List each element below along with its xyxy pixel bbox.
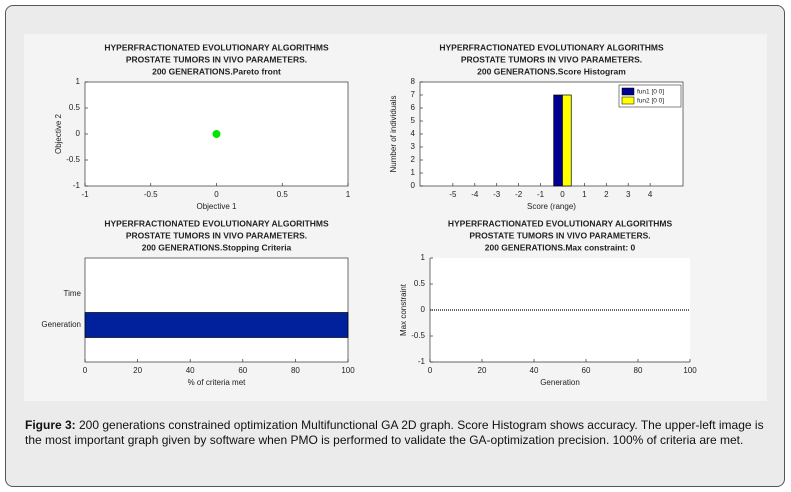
x-axis-label: Score (range) xyxy=(527,202,576,211)
x-tick-label: 3 xyxy=(626,190,631,199)
chart-title: 200 GENERATIONS.Score Histogram xyxy=(477,66,626,76)
x-tick-label: -1 xyxy=(537,190,545,199)
y-tick-label: 5 xyxy=(411,116,416,125)
y-tick-label: 8 xyxy=(411,77,416,86)
y-tick-label: Time xyxy=(64,289,82,298)
bar xyxy=(553,94,563,187)
y-axis-label: Max constraint xyxy=(399,283,408,336)
chart-title: 200 GENERATIONS.Max constraint: 0 xyxy=(485,242,636,252)
chart-title: 200 GENERATIONS.Pareto front xyxy=(152,66,281,76)
y-tick-label: Generation xyxy=(41,320,81,329)
x-tick-label: 0 xyxy=(83,366,88,375)
x-tick-label: -5 xyxy=(449,190,457,199)
point xyxy=(212,130,221,138)
x-tick-label: 60 xyxy=(238,366,247,375)
y-axis-label: Objective 2 xyxy=(54,113,63,154)
y-axis-label: Number of individuals xyxy=(389,96,398,173)
x-tick-label: -0.5 xyxy=(144,190,158,199)
plot-area xyxy=(84,257,349,363)
x-tick-label: -1 xyxy=(81,190,89,199)
x-tick-label: -4 xyxy=(471,190,479,199)
y-tick-label: -0.5 xyxy=(66,155,80,164)
y-tick-label: -1 xyxy=(73,181,81,190)
bar xyxy=(84,312,349,338)
x-tick-label: 2 xyxy=(604,190,609,199)
y-tick-label: 2 xyxy=(411,155,416,164)
x-axis-label: Objective 1 xyxy=(196,202,237,211)
chart-title: HYPERFRACTIONATED EVOLUTIONARY ALGORITHM… xyxy=(448,218,673,228)
x-tick-label: 80 xyxy=(634,366,643,375)
y-tick-label: 1 xyxy=(76,77,81,86)
y-tick-label: 1 xyxy=(411,168,416,177)
legend-label: fun2 [0 0] xyxy=(637,98,664,105)
chart-title: PROSTATE TUMORS IN VIVO PARAMETERS. xyxy=(469,230,650,240)
y-tick-label: 6 xyxy=(411,103,416,112)
x-tick-label: 0 xyxy=(560,190,565,199)
y-tick-label: 3 xyxy=(411,142,416,151)
x-tick-label: 1 xyxy=(346,190,351,199)
x-tick-label: 80 xyxy=(291,366,300,375)
chart-title: PROSTATE TUMORS IN VIVO PARAMETERS. xyxy=(126,54,307,64)
legend-label: fun1 [0 0] xyxy=(637,89,664,96)
chart-title: HYPERFRACTIONATED EVOLUTIONARY ALGORITHM… xyxy=(104,218,329,228)
chart-title: HYPERFRACTIONATED EVOLUTIONARY ALGORITHM… xyxy=(439,42,664,52)
y-tick-label: 1 xyxy=(421,253,426,262)
x-axis-label: % of criteria met xyxy=(188,378,247,387)
caption: Figure 3: 200 generations constrained op… xyxy=(25,418,770,448)
x-tick-label: 40 xyxy=(186,366,195,375)
x-tick-label: -2 xyxy=(515,190,523,199)
y-tick-label: 0 xyxy=(76,129,81,138)
x-axis-label: Generation xyxy=(540,378,580,387)
x-tick-label: 100 xyxy=(341,366,355,375)
y-tick-label: -1 xyxy=(418,357,426,366)
chart-title: PROSTATE TUMORS IN VIVO PARAMETERS. xyxy=(461,54,642,64)
y-tick-label: 0 xyxy=(411,181,416,190)
x-tick-label: 0 xyxy=(214,190,219,199)
legend-swatch xyxy=(621,96,635,105)
y-tick-label: 7 xyxy=(411,90,416,99)
chart-title: HYPERFRACTIONATED EVOLUTIONARY ALGORITHM… xyxy=(104,42,329,52)
y-tick-label: 0.5 xyxy=(414,279,426,288)
caption-text: 200 generations constrained optimization… xyxy=(25,418,764,447)
caption-label: Figure 3: xyxy=(25,418,76,432)
y-tick-label: 0 xyxy=(421,305,426,314)
x-tick-label: 20 xyxy=(133,366,142,375)
x-tick-label: 0.5 xyxy=(277,190,289,199)
x-tick-label: 60 xyxy=(582,366,591,375)
chart-title: 200 GENERATIONS.Stopping Criteria xyxy=(142,242,292,252)
bar xyxy=(562,94,572,187)
chart-title: PROSTATE TUMORS IN VIVO PARAMETERS. xyxy=(126,230,307,240)
x-tick-label: -3 xyxy=(493,190,501,199)
y-tick-label: 0.5 xyxy=(69,103,81,112)
legend-swatch xyxy=(621,87,635,96)
y-tick-label: -0.5 xyxy=(411,331,425,340)
legend-box xyxy=(618,84,682,108)
x-tick-label: 0 xyxy=(428,366,433,375)
x-tick-label: 100 xyxy=(683,366,697,375)
x-tick-label: 20 xyxy=(478,366,487,375)
x-tick-label: 4 xyxy=(648,190,653,199)
x-tick-label: 1 xyxy=(582,190,587,199)
y-tick-label: 4 xyxy=(411,129,416,138)
x-tick-label: 40 xyxy=(530,366,539,375)
